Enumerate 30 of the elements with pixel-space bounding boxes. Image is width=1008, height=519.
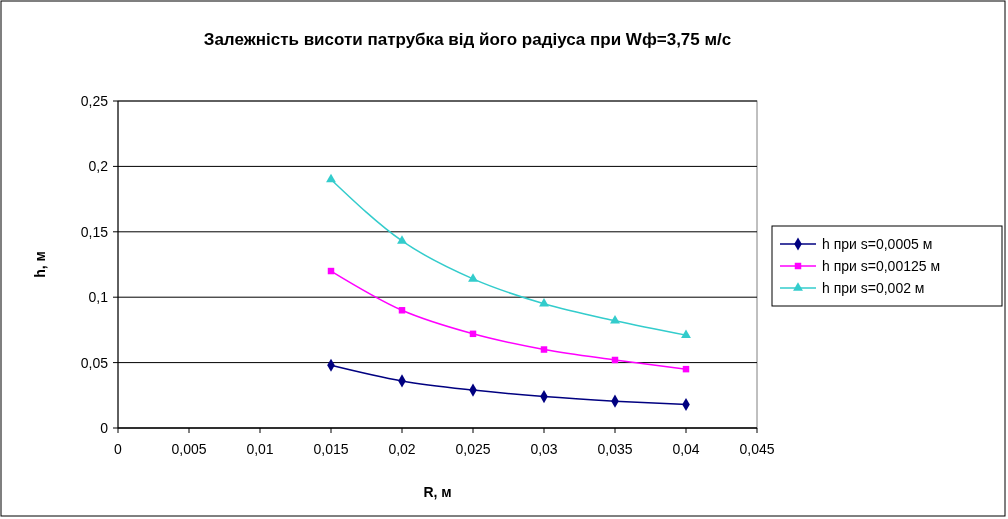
y-tick-label: 0: [100, 420, 109, 436]
x-tick-label: 0,005: [171, 441, 207, 457]
point: [610, 315, 620, 324]
point: [681, 329, 691, 338]
legend-label: h при s=0,0005 м: [822, 236, 933, 252]
x-tick-label: 0: [114, 441, 123, 457]
y-tick-label: 0,25: [80, 93, 109, 109]
y-tick-label: 0,15: [80, 223, 109, 240]
x-tick-label: 0,02: [388, 441, 416, 457]
x-tick-label: 0,045: [739, 441, 775, 457]
point: [468, 273, 478, 282]
legend-label: h при s=0,002 м: [822, 280, 925, 296]
point: [326, 173, 336, 183]
x-tick-label: 0,01: [246, 441, 274, 457]
x-tick-label: 0,015: [313, 441, 349, 457]
y-tick-label: 0,05: [80, 354, 109, 371]
point: [539, 298, 549, 307]
x-tick-label: 0,03: [530, 441, 558, 457]
point: [398, 307, 406, 314]
point: [540, 346, 548, 353]
point: [397, 235, 407, 244]
chart-title: Залежність висоти патрубка від його радіуса при Wф=3,75 м/с: [203, 30, 732, 49]
y-tick-label: 0,2: [88, 158, 109, 175]
x-tick-label: 0,035: [597, 441, 633, 457]
x-tick-label: 0,04: [672, 441, 700, 457]
x-tick-label: 0,025: [455, 441, 491, 457]
y-tick-label: 0,1: [88, 289, 109, 306]
y-axis-title: h, м: [32, 251, 48, 278]
x-axis-title: R, м: [423, 484, 452, 500]
legend-label: h при s=0,00125 м: [822, 258, 941, 274]
